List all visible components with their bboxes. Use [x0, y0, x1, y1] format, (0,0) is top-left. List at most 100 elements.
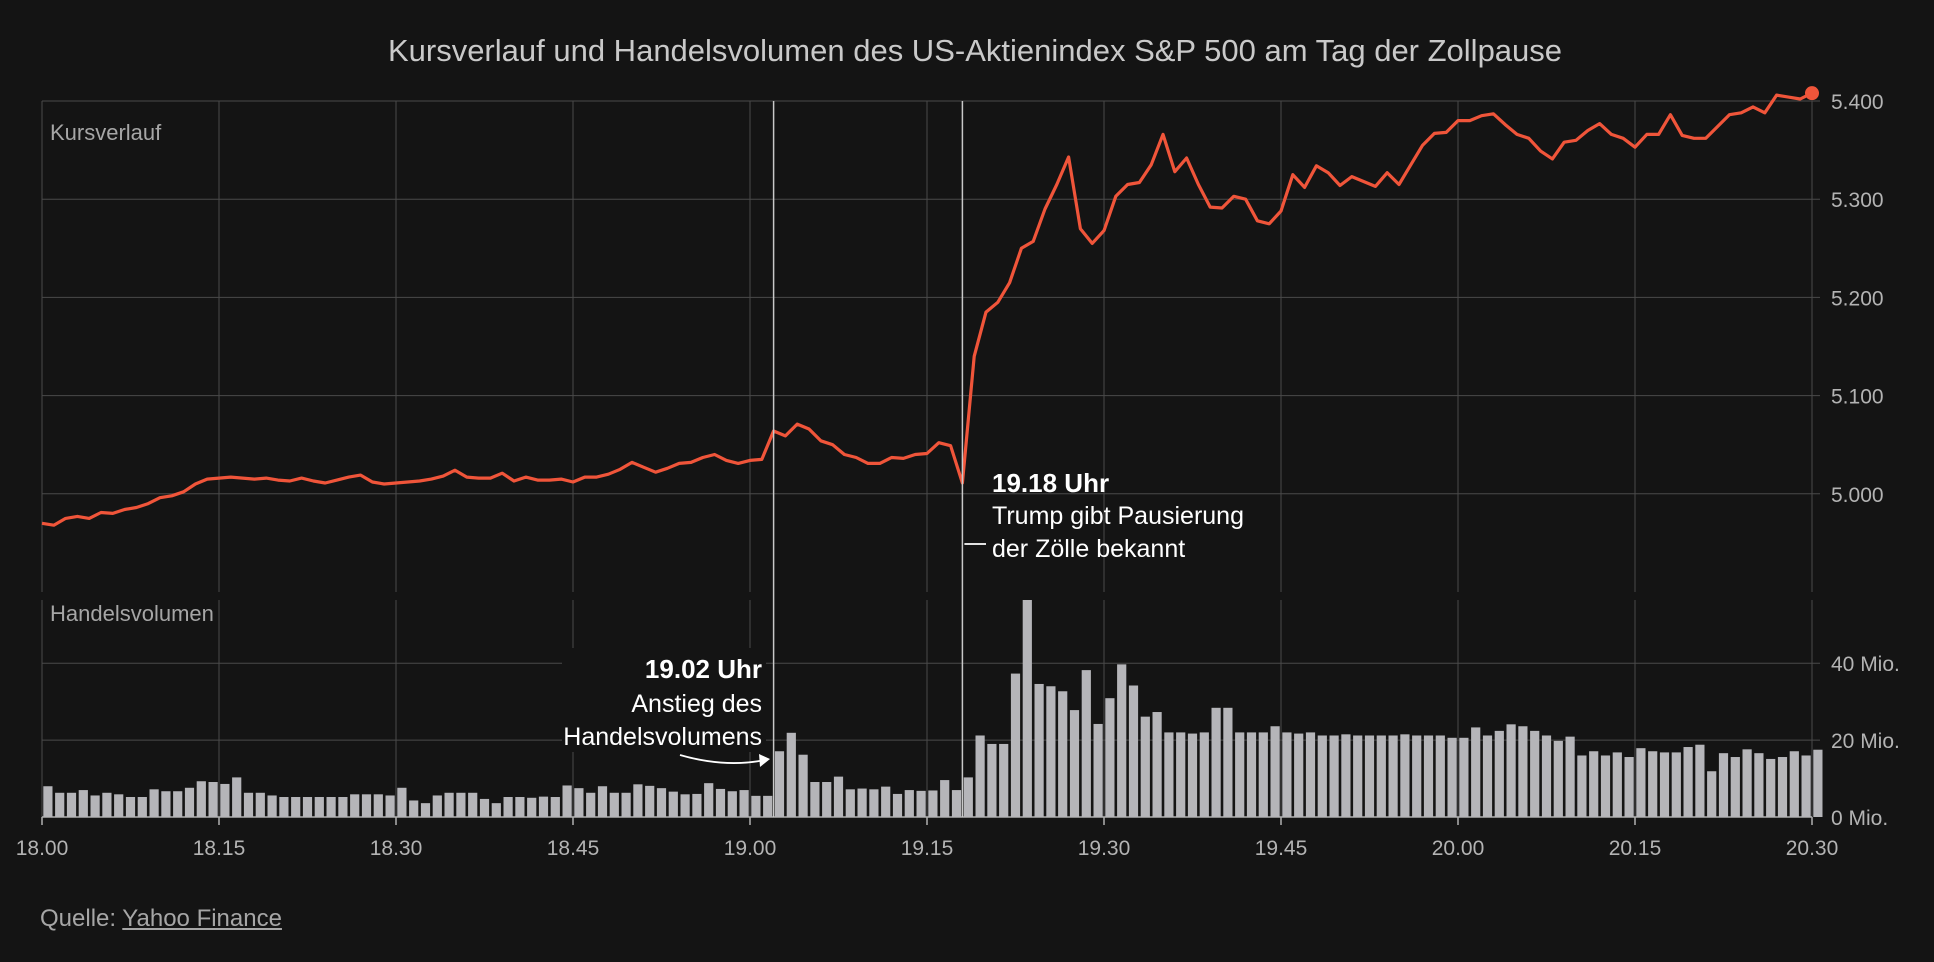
volume-bar: [1294, 733, 1304, 817]
price-tick-label: 5.300: [1831, 189, 1884, 212]
volume-tick-label: 20 Mio.: [1831, 730, 1900, 753]
x-tick-label: 18.45: [547, 837, 600, 860]
price-tick-label: 5.400: [1831, 91, 1884, 114]
volume-bar: [845, 789, 855, 817]
volume-bar: [338, 797, 348, 817]
price-panel-label: Kursverlauf: [50, 120, 162, 145]
volume-bar: [987, 743, 997, 817]
volume-bars: [43, 600, 1823, 817]
volume-bar: [1659, 752, 1670, 817]
annotation-2-text: der Zölle bekannt: [992, 535, 1185, 563]
volume-bar: [609, 792, 619, 817]
volume-bar: [1376, 735, 1386, 817]
volume-bar: [538, 796, 549, 817]
volume-bar: [161, 791, 171, 817]
volume-bar: [1258, 732, 1268, 817]
volume-bar: [1541, 735, 1552, 817]
grid-layer: [41, 100, 1820, 825]
volume-bar: [928, 790, 938, 817]
annotation-1-text: Handelsvolumens: [563, 723, 762, 751]
volume-bar: [66, 792, 77, 817]
x-tick-label: 19.15: [901, 837, 954, 860]
volume-bar: [1069, 710, 1080, 817]
volume-bar: [1718, 753, 1729, 817]
annotation-1-backdrop: [562, 648, 766, 752]
volume-bar: [1176, 732, 1186, 817]
annotation-1-text: Anstieg des: [631, 690, 762, 718]
volume-bar: [857, 788, 867, 817]
price-line: [41, 91, 1813, 527]
volume-bar: [184, 787, 195, 817]
volume-bar: [586, 792, 596, 817]
volume-bar: [774, 751, 785, 817]
volume-bar: [1518, 726, 1528, 817]
volume-bar: [1093, 723, 1103, 817]
annotation-1-arrow: [679, 754, 766, 764]
volume-bar: [999, 743, 1009, 817]
volume-bar: [562, 785, 572, 817]
volume-bar: [1683, 747, 1693, 817]
volume-bar: [468, 792, 478, 817]
volume-bar: [1164, 732, 1174, 817]
volume-bar: [1046, 686, 1056, 817]
volume-bar: [444, 792, 454, 817]
volume-bar: [680, 794, 690, 817]
price-tick-label: 5.200: [1831, 287, 1884, 310]
volume-bar: [314, 797, 324, 817]
volume-bar: [1081, 670, 1091, 817]
volume-bar: [1589, 751, 1599, 817]
volume-bar: [397, 787, 407, 817]
volume-bar: [621, 792, 631, 817]
volume-bar: [1754, 753, 1764, 817]
volume-bar: [1801, 755, 1811, 817]
volume-bar: [1105, 698, 1115, 817]
volume-bar: [1813, 749, 1823, 817]
volume-bar: [1423, 735, 1434, 817]
volume-bar: [869, 789, 879, 817]
volume-bar: [1447, 737, 1457, 817]
volume-bar: [975, 735, 985, 817]
volume-tick-label: 0 Mio.: [1831, 807, 1888, 830]
volume-bar: [751, 795, 761, 817]
volume-bar: [1648, 751, 1658, 817]
x-tick-label: 19.30: [1078, 837, 1131, 860]
volume-bar: [1742, 749, 1752, 817]
volume-bar: [1388, 735, 1398, 817]
x-tick-label: 18.00: [16, 837, 69, 860]
volume-bar: [1199, 732, 1209, 817]
volume-bar: [786, 732, 796, 817]
volume-bar: [1282, 732, 1292, 817]
volume-bar: [1624, 757, 1634, 817]
annotation-1-time: 19.02 Uhr: [645, 654, 762, 684]
x-tick-label: 18.30: [370, 837, 423, 860]
volume-bar: [326, 797, 336, 817]
volume-bar: [90, 795, 100, 817]
volume-bar: [963, 777, 973, 817]
volume-bar: [1707, 771, 1717, 817]
volume-bar: [255, 792, 265, 817]
volume-bar: [1482, 735, 1493, 817]
volume-bar: [645, 785, 655, 817]
volume-bar: [1506, 724, 1516, 817]
volume-bar: [302, 797, 313, 817]
volume-bar: [137, 797, 147, 817]
volume-bar: [196, 781, 206, 817]
label-layer: 18.00 18.15 18.30 18.45 19.00 19.15 19.30 19.45…: [16, 91, 1900, 860]
volume-bar: [1152, 712, 1162, 817]
volume-bar: [220, 783, 230, 817]
volume-bar: [1364, 735, 1375, 817]
volume-bar: [291, 797, 301, 817]
volume-panel-label: Handelsvolumen: [50, 601, 214, 626]
volume-bar: [597, 786, 608, 817]
x-tick-label: 19.45: [1255, 837, 1308, 860]
volume-bar: [715, 788, 726, 817]
volume-bar: [1412, 735, 1422, 817]
volume-bar: [361, 794, 372, 817]
volume-bar: [940, 780, 950, 817]
volume-bar: [373, 794, 383, 817]
price-tick-label: 5.100: [1831, 386, 1884, 409]
source-link[interactable]: Yahoo Finance: [122, 905, 282, 932]
volume-bar: [409, 800, 419, 817]
volume-bar: [1058, 691, 1068, 817]
